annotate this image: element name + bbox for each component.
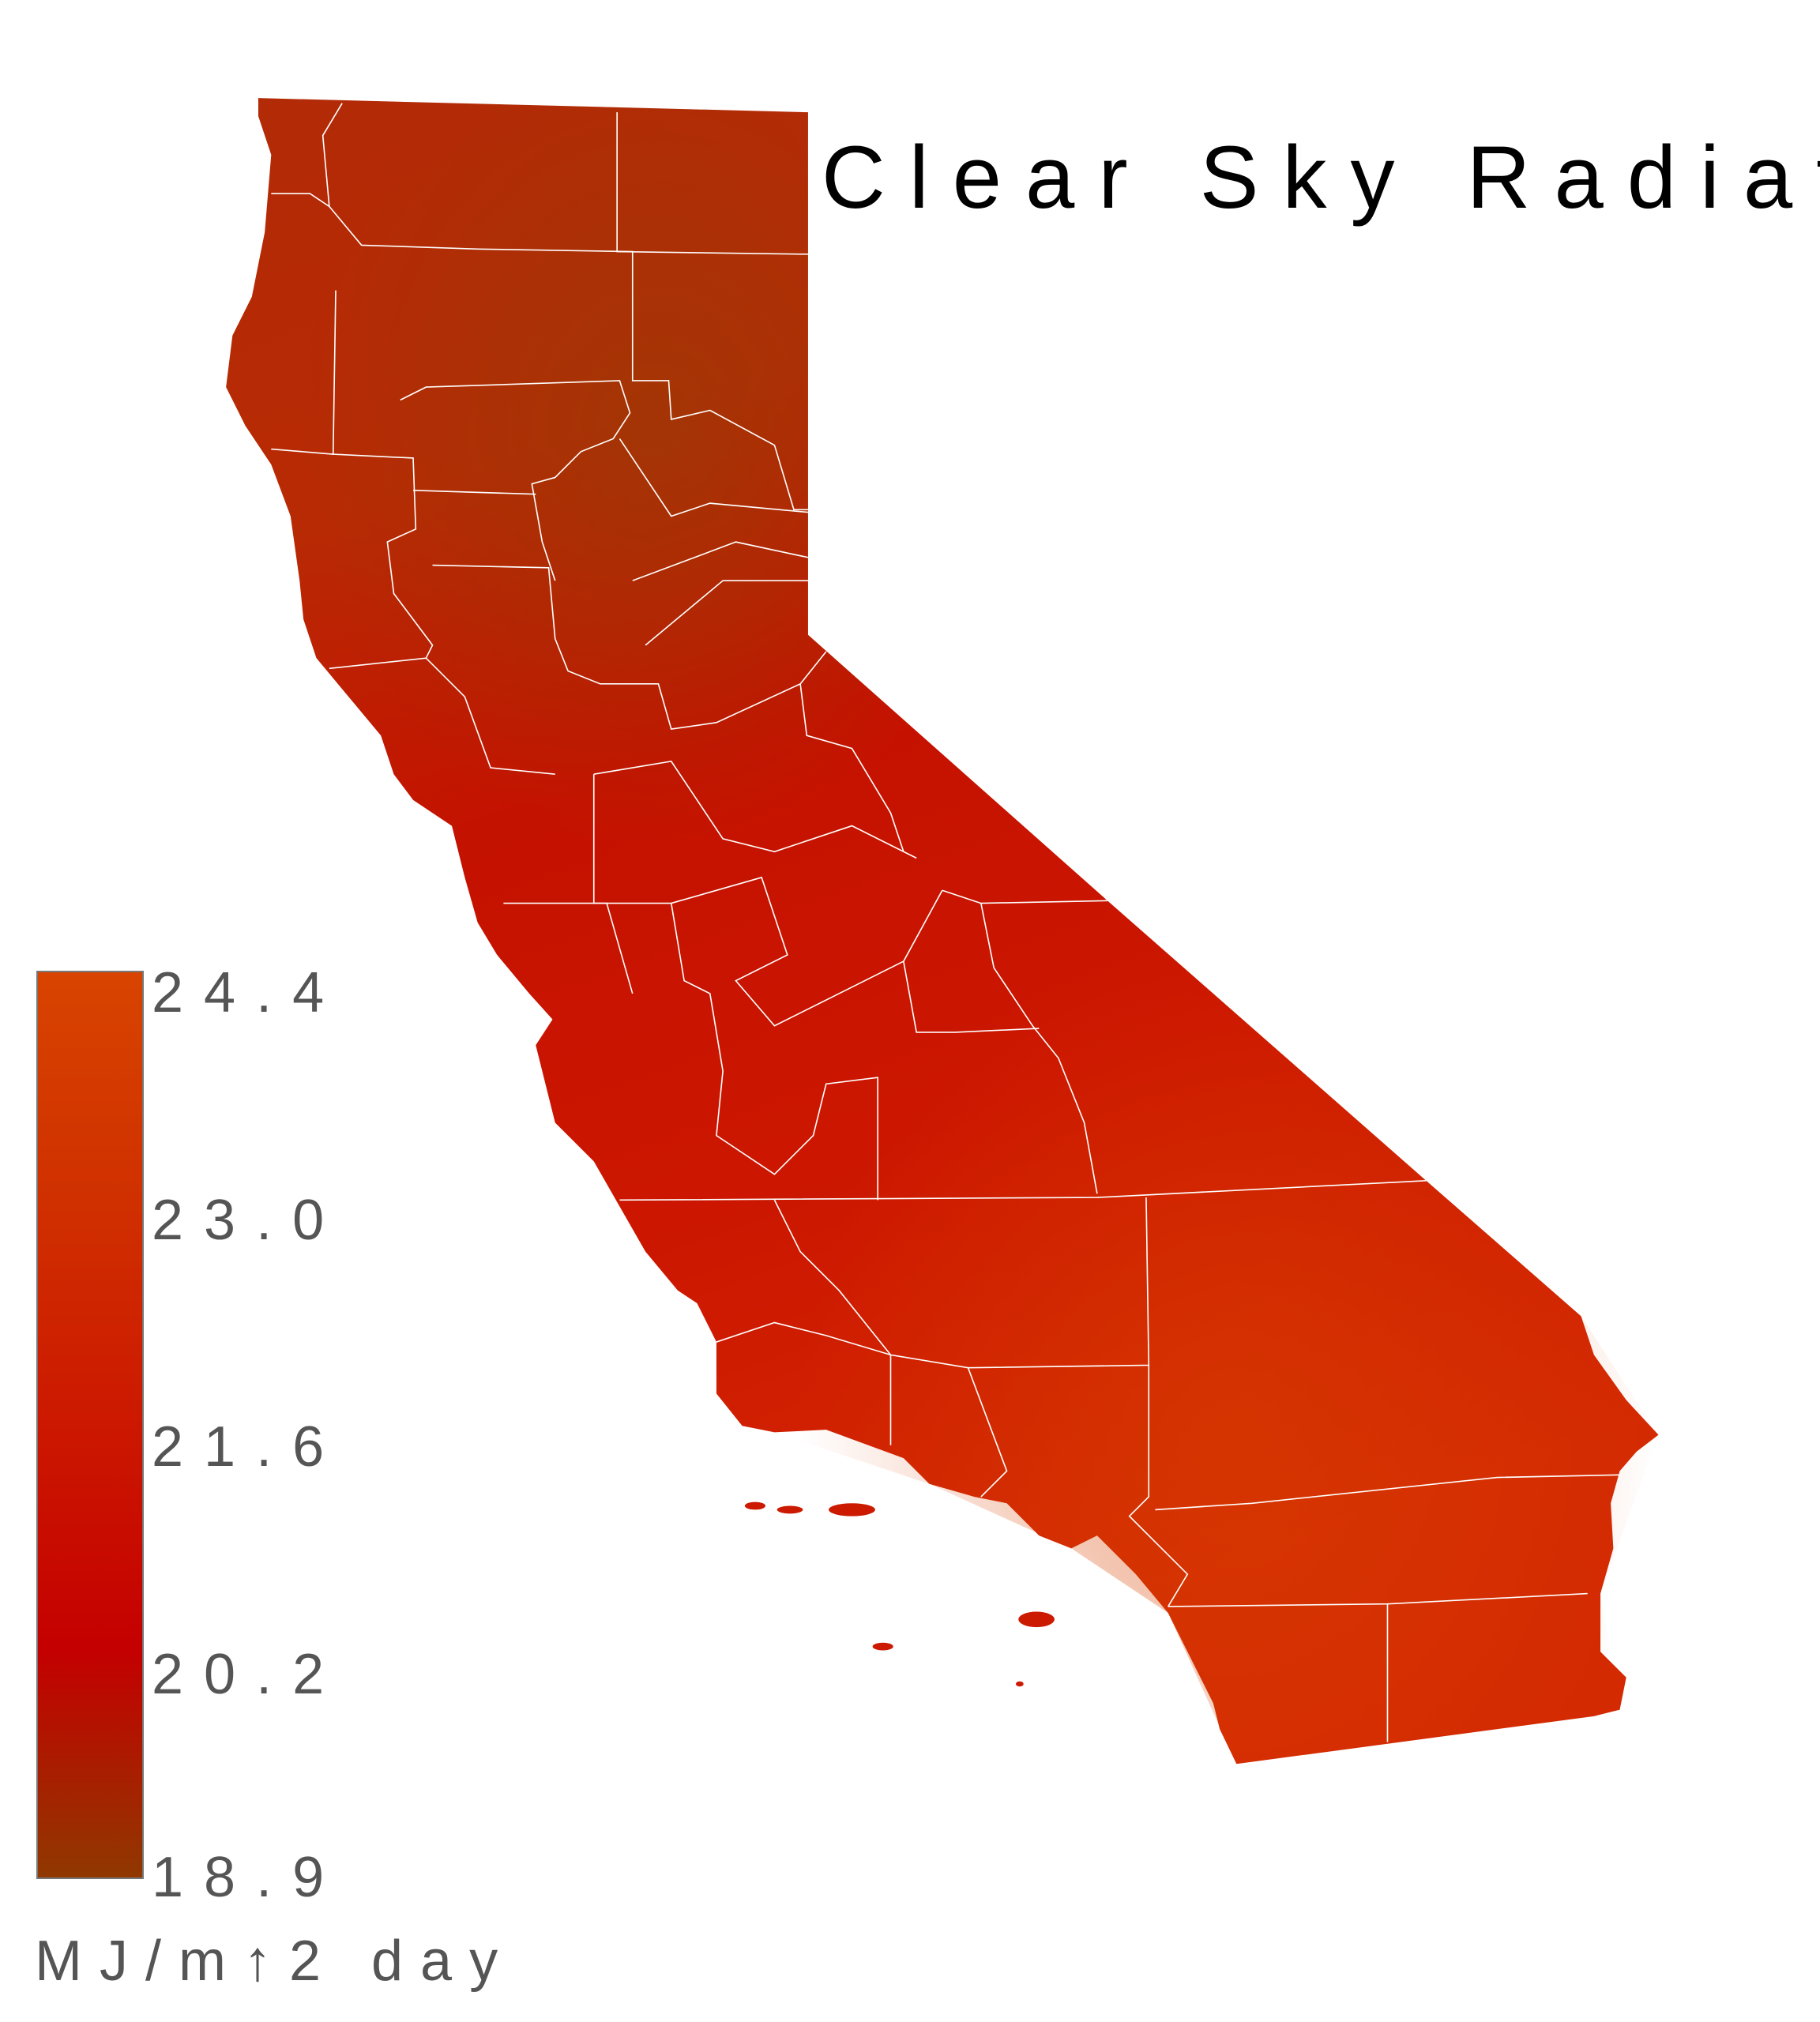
county-border: [632, 541, 809, 581]
county-border: [645, 580, 808, 646]
county-border: [619, 438, 809, 517]
county-border: [329, 205, 808, 511]
county-border: [903, 960, 1040, 1033]
county-border: [400, 380, 631, 581]
county-border: [1155, 1474, 1620, 1511]
county-border: [619, 1180, 1427, 1201]
chart-title: Clear Sky Radiation: [822, 128, 1820, 227]
island: [777, 1505, 803, 1514]
colorbar-tick-label: 20.2: [152, 1642, 345, 1706]
island: [744, 1501, 766, 1510]
colorbar-tick-label: 23.0: [152, 1188, 345, 1252]
county-border: [593, 760, 917, 859]
county-borders: [271, 103, 1620, 1742]
colorbar-tick-label: 18.9: [152, 1846, 345, 1909]
island: [829, 1503, 875, 1516]
island: [872, 1642, 893, 1651]
island: [1018, 1611, 1055, 1628]
colorbar-tick-label: 21.6: [152, 1415, 345, 1479]
county-border: [670, 903, 878, 1201]
county-border: [329, 657, 555, 776]
shading-south: [226, 98, 1659, 1765]
county-border: [1128, 1365, 1189, 1607]
county-border: [592, 774, 943, 1027]
county-border: [967, 1367, 1008, 1498]
colorbar: [36, 971, 144, 1879]
county-border: [503, 902, 634, 994]
colorbar-tick-label: 24.4: [152, 961, 345, 1024]
county-border: [942, 889, 1098, 1194]
county-border: [432, 564, 827, 730]
colorbar-units: MJ/m↑2 day: [35, 1930, 516, 1993]
island: [1015, 1681, 1024, 1687]
county-border: [799, 683, 904, 852]
county-border: [413, 489, 536, 495]
county-border: [716, 1321, 891, 1356]
county-border: [980, 900, 1107, 904]
channel-islands: [744, 1501, 1055, 1687]
county-border: [333, 453, 434, 659]
